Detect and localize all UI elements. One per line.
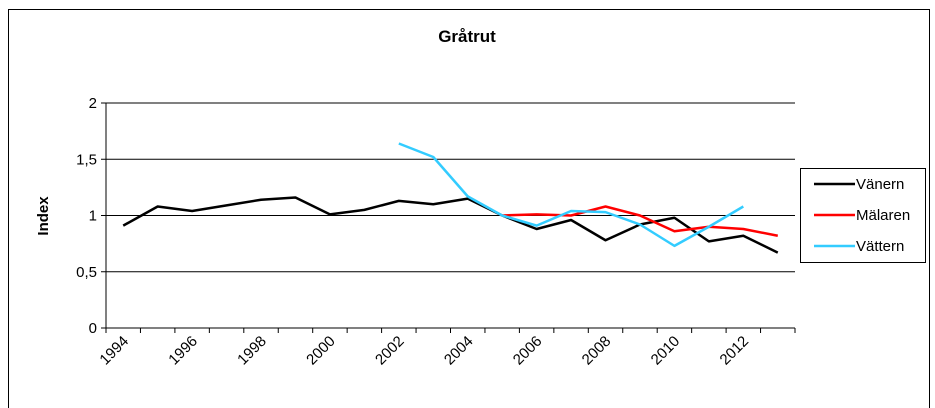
y-tick-label: 1 <box>89 208 97 225</box>
y-tick-label: 0,5 <box>76 264 97 281</box>
series-line <box>502 205 779 237</box>
legend-label: Mälaren <box>856 207 910 224</box>
series-line <box>122 196 779 254</box>
y-tick-label: 2 <box>89 95 97 112</box>
legend-label: Vänern <box>856 176 904 193</box>
legend-label: Vättern <box>856 238 904 255</box>
y-axis-label: Index <box>35 196 52 236</box>
y-tick-label: 0 <box>89 320 97 337</box>
series-line <box>398 142 744 248</box>
chart-title: Gråtrut <box>438 27 496 46</box>
y-tick-label: 1,5 <box>76 151 97 168</box>
chart-border <box>8 9 930 408</box>
